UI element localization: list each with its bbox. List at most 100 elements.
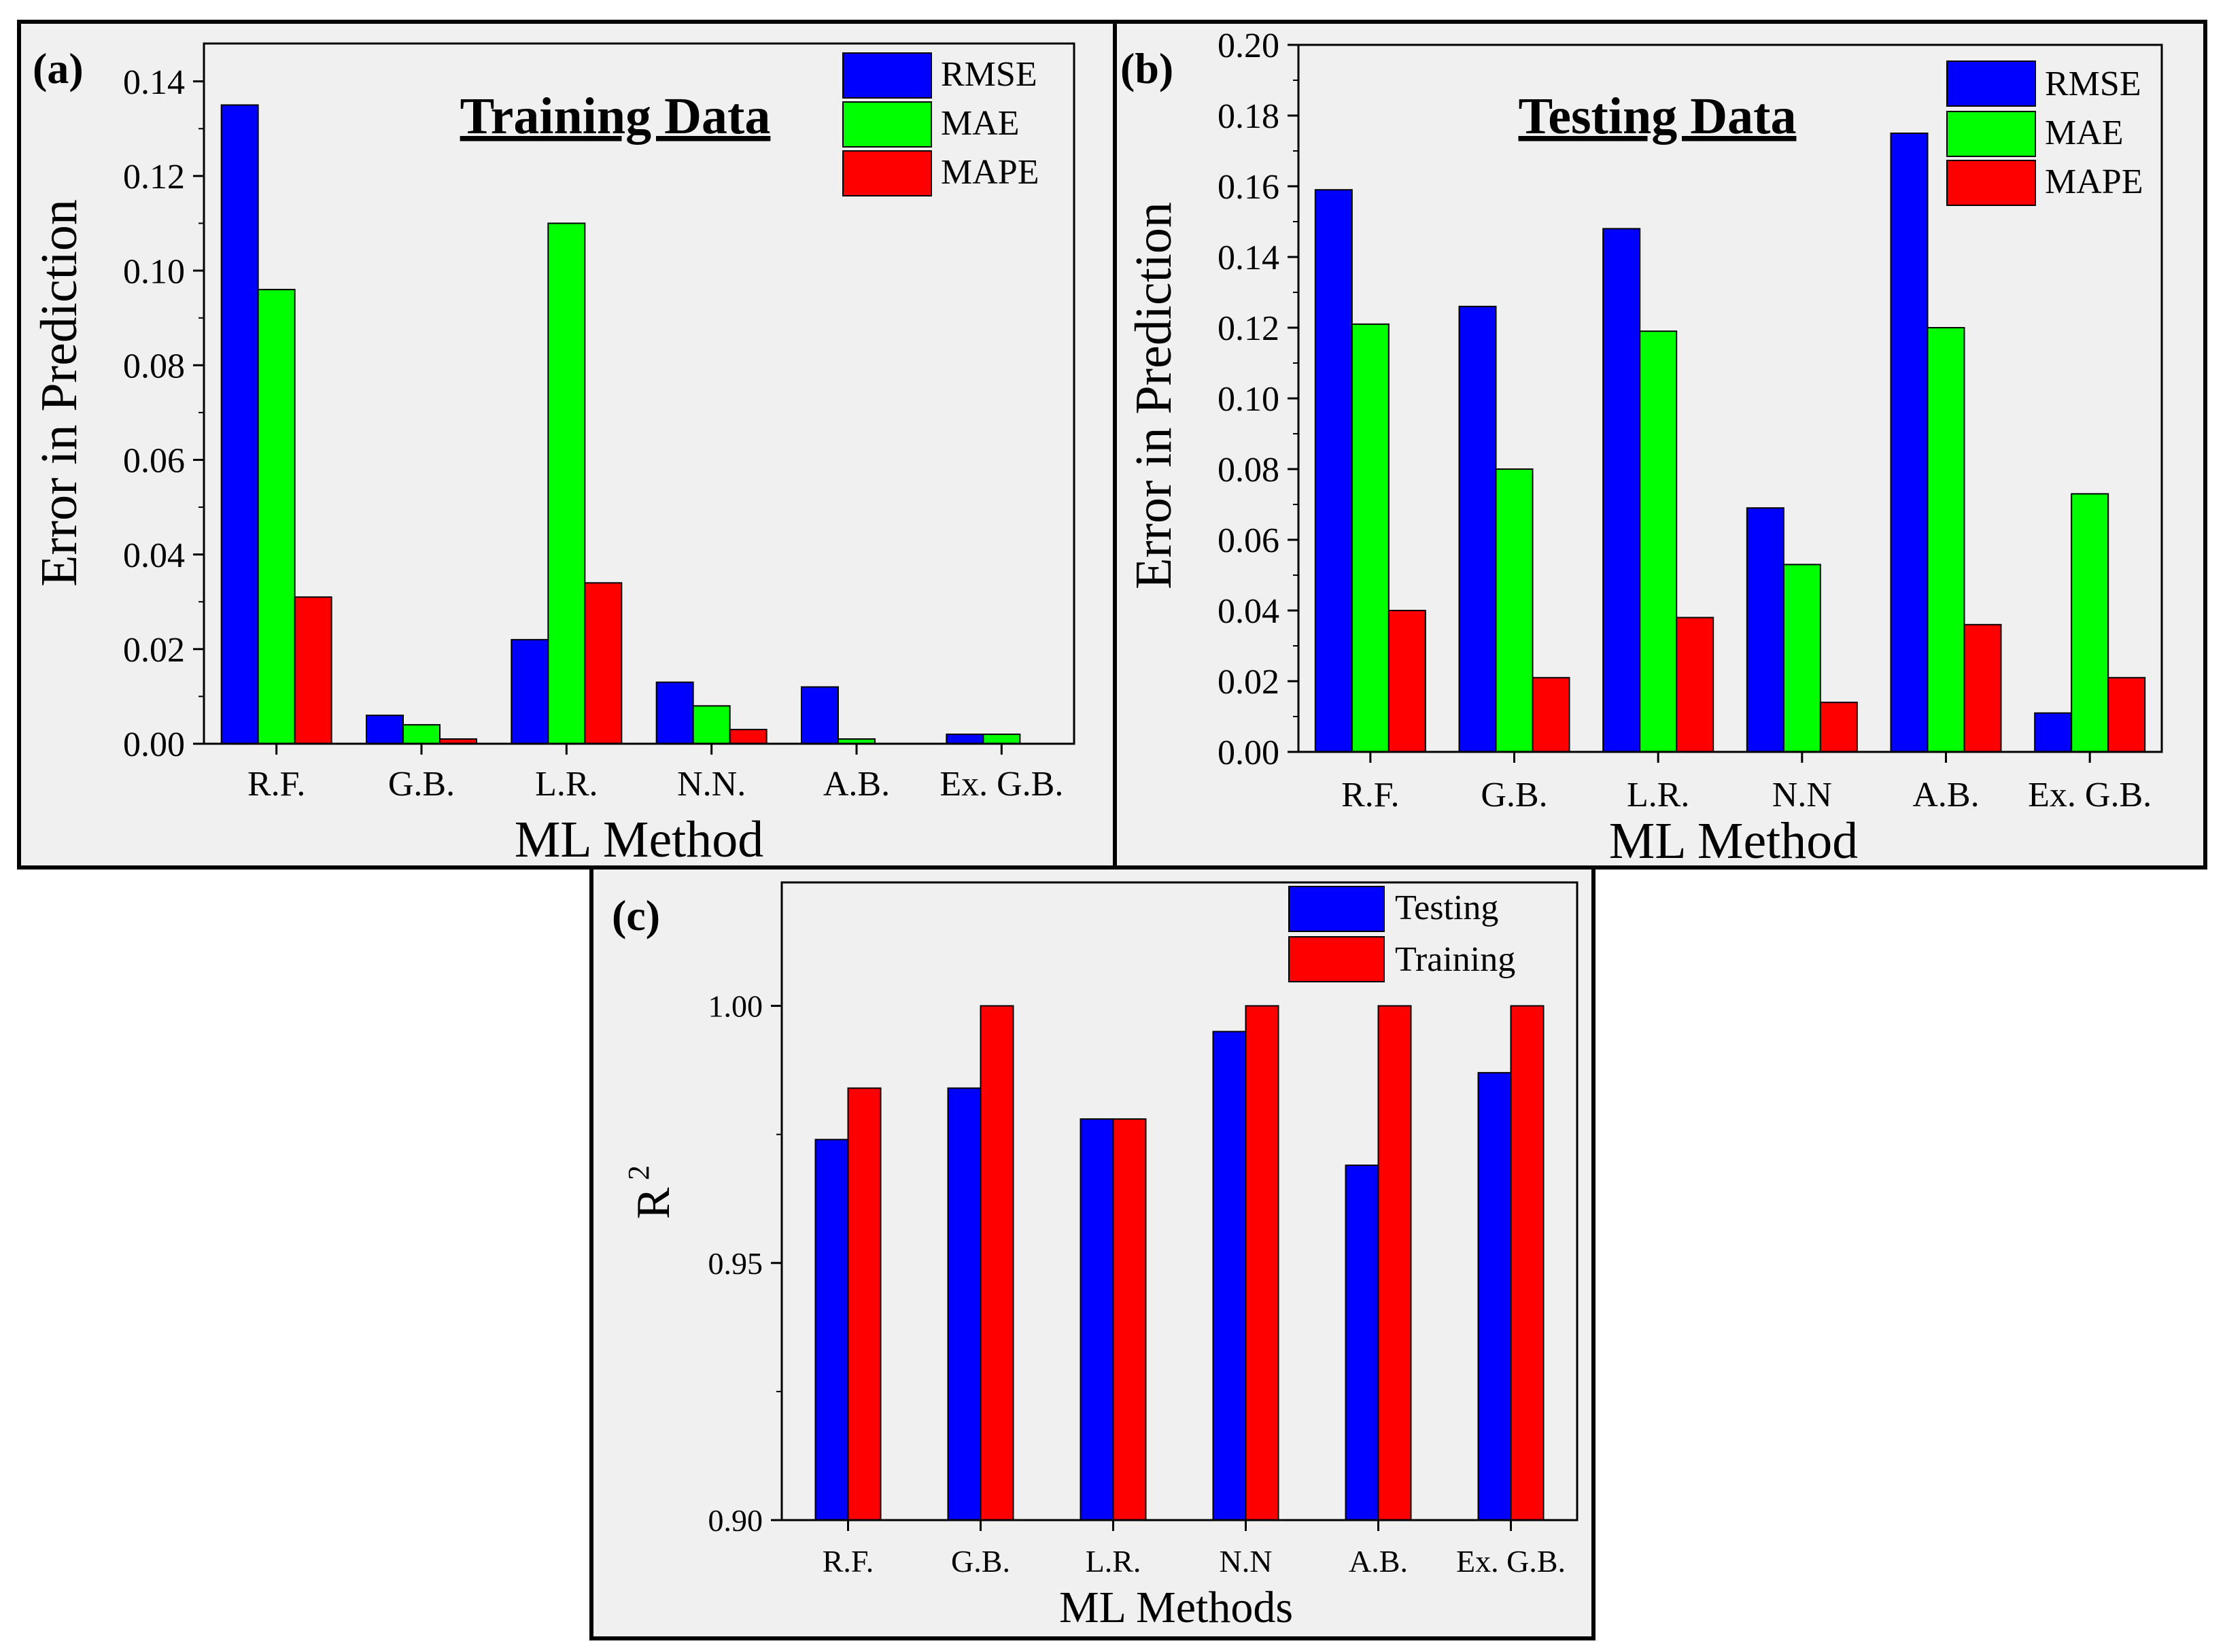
x-tick-label: A.B. [1349, 1544, 1408, 1579]
y-tick-label: 0.02 [123, 631, 185, 670]
x-tick-label: L.R. [1627, 776, 1689, 814]
legend-label-testing: Testing [1395, 889, 1498, 927]
x-tick-label: L.R. [535, 765, 598, 804]
panel-c-legend: Testing Training [1288, 886, 1515, 982]
y-tick-label: 0.08 [1218, 451, 1279, 489]
y-tick-label: 0.20 [1218, 27, 1279, 65]
bar-mae-6 [982, 734, 1021, 744]
legend-swatch-rmse [1946, 61, 2036, 107]
y-tick-label: 0.04 [1218, 592, 1279, 631]
x-tick-label: N.N [1772, 776, 1832, 814]
panel-c-x-axis-label: ML Methods [1059, 1583, 1293, 1632]
y-tick-label: 0.14 [123, 63, 185, 102]
y-tick-label: 0.06 [1218, 521, 1279, 560]
legend-label-mape: MAPE [2045, 162, 2143, 201]
x-tick-label: L.R. [1086, 1544, 1141, 1579]
bar-mape-2 [1532, 676, 1570, 753]
x-tick-label: R.F. [823, 1544, 874, 1579]
bar-rmse-3 [511, 638, 549, 745]
bar-mae-1 [1351, 323, 1390, 753]
bar-rmse-1 [220, 104, 259, 745]
bar-training-4 [1245, 1005, 1279, 1521]
y-tick-label: 0.02 [1218, 663, 1279, 702]
bar-mape-6 [2107, 676, 2146, 753]
bar-mae-3 [1639, 330, 1678, 753]
panel-a-training: (a) Training Data Error in Prediction ML… [17, 20, 1117, 870]
y-tick-label: 0.10 [123, 252, 185, 291]
bar-mape-4 [1819, 702, 1858, 753]
bar-rmse-4 [655, 681, 694, 745]
y-axis-label-r: R [627, 1187, 680, 1219]
bar-rmse-4 [1746, 507, 1784, 753]
bar-mape-5 [1963, 623, 2002, 753]
bar-mae-3 [547, 222, 586, 744]
bar-mape-3 [584, 582, 623, 744]
y-tick-label: 0.00 [1218, 734, 1279, 772]
x-tick-label: Ex. G.B. [1456, 1544, 1566, 1579]
x-tick-label: Ex. G.B. [939, 765, 1063, 804]
y-tick-label: 0.00 [123, 725, 185, 764]
bar-training-3 [1112, 1118, 1147, 1521]
bar-mape-1 [1387, 610, 1426, 753]
y-axis-label-superscript: 2 [622, 1165, 655, 1180]
legend-swatch-mape [1946, 160, 2036, 206]
panel-a-bars [220, 104, 1021, 745]
y-tick-label: 0.16 [1218, 168, 1279, 207]
x-tick-label: A.B. [1912, 776, 1979, 814]
bar-rmse-6 [946, 734, 984, 744]
y-tick-label: 0.10 [1218, 380, 1279, 419]
panel-b-y-axis-label: Error in Prediction [1125, 202, 1182, 589]
legend-label-mae: MAE [2045, 114, 2124, 152]
bar-rmse-2 [1458, 305, 1497, 753]
legend-swatch-training [1288, 936, 1385, 982]
legend-label-rmse: RMSE [941, 55, 1037, 94]
panel-c-x-ticks: R.F. G.B. L.R. N.N A.B. Ex. G.B. [823, 1520, 1566, 1579]
y-tick-label: 0.12 [1218, 309, 1279, 348]
bar-mae-4 [692, 705, 731, 745]
x-tick-label: R.F. [1341, 776, 1399, 814]
panel-b-x-ticks: R.F. G.B. L.R. N.N A.B. Ex. G.B. [1341, 752, 2152, 814]
legend-label-mae: MAE [941, 104, 1020, 143]
legend-swatch-mape [842, 150, 932, 196]
bar-mae-4 [1782, 564, 1821, 753]
panel-a-y-axis-label: Error in Prediction [31, 199, 88, 587]
bar-rmse-6 [2034, 712, 2073, 753]
bar-testing-5 [1345, 1165, 1379, 1521]
x-tick-label: R.F. [247, 765, 305, 804]
bar-mae-5 [1927, 327, 1965, 753]
y-tick-label: 0.12 [123, 158, 185, 196]
panel-b-x-axis-label: ML Method [1609, 812, 1859, 870]
panel-a-title: Training Data [460, 88, 771, 145]
x-tick-label: G.B. [951, 1544, 1010, 1579]
bar-rmse-3 [1602, 228, 1641, 753]
panel-b-testing: (b) Testing Data Error in Prediction ML … [1113, 20, 2207, 870]
panel-c-r-squared: (c) R 2 ML Methods 0.90 0.95 1.00 R.F. G.B.… [589, 865, 1596, 1640]
bar-mae-1 [257, 288, 296, 744]
x-tick-label: G.B. [388, 765, 455, 804]
legend-label-mape: MAPE [941, 153, 1039, 192]
x-tick-label: N.N. [677, 765, 746, 804]
legend-label-training: Training [1395, 940, 1515, 979]
panel-c-plot-frame [780, 881, 1579, 1521]
bar-rmse-5 [1890, 133, 1929, 753]
panel-b-label: (b) [1120, 44, 1173, 92]
bar-training-5 [1377, 1005, 1412, 1521]
y-tick-label: 0.06 [123, 442, 185, 481]
x-tick-label: Ex. G.B. [2028, 776, 2152, 814]
bar-mae-2 [402, 724, 441, 744]
y-tick-label: 1.00 [708, 989, 763, 1024]
panel-a-legend: RMSE MAE MAPE [842, 52, 1039, 196]
bar-rmse-1 [1314, 189, 1353, 753]
panel-a-x-ticks: R.F. G.B. L.R. N.N. A.B. Ex. G.B. [247, 744, 1063, 804]
y-tick-label: 0.18 [1218, 97, 1279, 136]
y-tick-label: 0.14 [1218, 239, 1279, 277]
y-tick-label: 0.90 [708, 1503, 763, 1538]
bar-training-1 [847, 1087, 882, 1521]
panel-c-label: (c) [612, 891, 660, 940]
bar-training-6 [1510, 1005, 1545, 1521]
x-tick-label: G.B. [1481, 776, 1547, 814]
bar-testing-1 [814, 1139, 849, 1521]
bar-mae-2 [1495, 468, 1534, 753]
legend-swatch-mae [1946, 111, 2036, 157]
